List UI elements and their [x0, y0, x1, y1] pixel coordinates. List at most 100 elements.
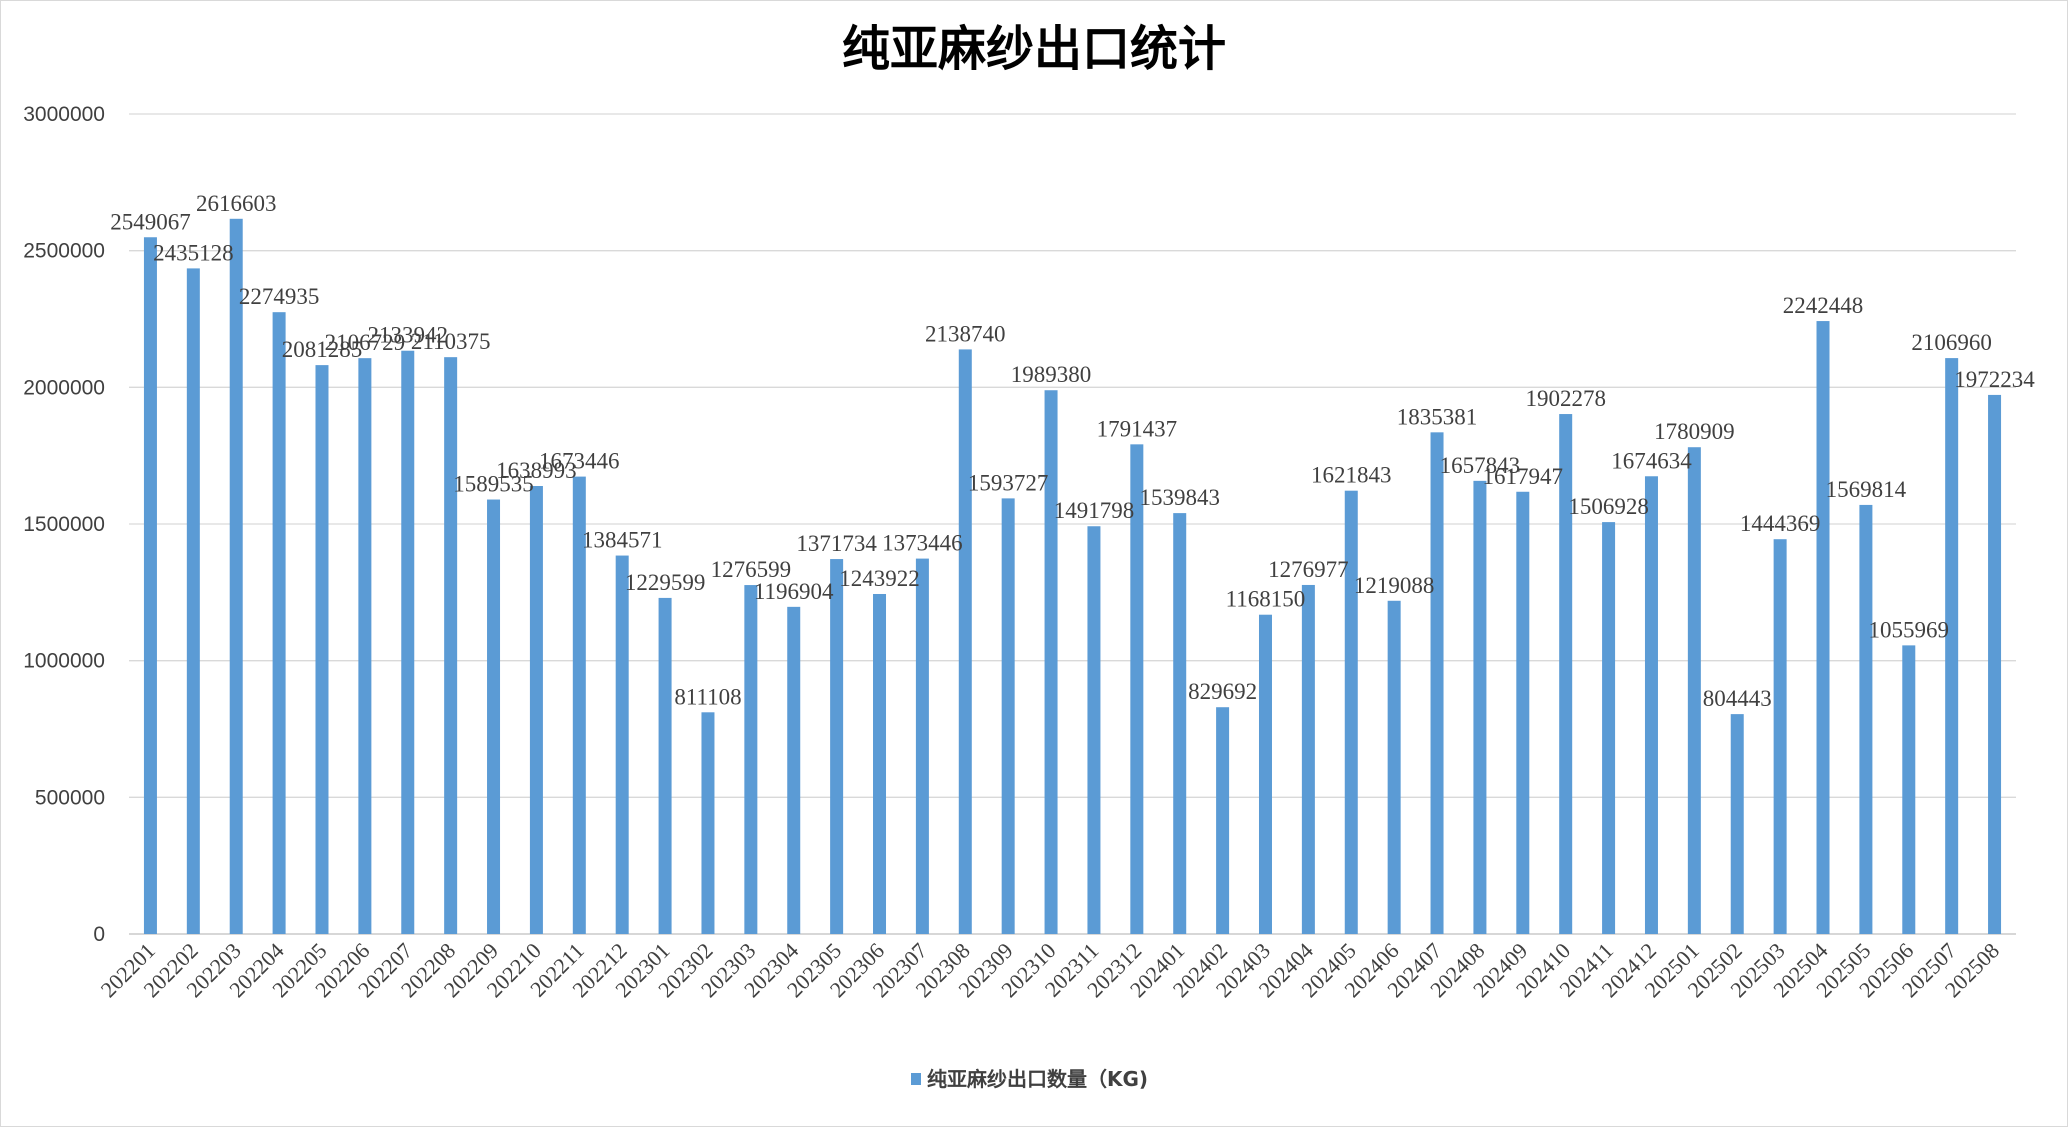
- bar: [529, 486, 543, 934]
- data-label: 2549067: [110, 209, 191, 234]
- data-label: 2242448: [1783, 293, 1864, 318]
- data-label: 829692: [1188, 679, 1257, 704]
- data-label: 2133942: [368, 323, 449, 348]
- bar: [787, 606, 801, 934]
- bar: [1130, 444, 1144, 934]
- bars: [143, 218, 2002, 935]
- data-label: 1673446: [539, 449, 620, 474]
- bar: [1344, 490, 1358, 934]
- bar: [487, 499, 501, 934]
- bar: [1087, 526, 1101, 934]
- bar: [401, 350, 415, 934]
- data-label: 1569814: [1826, 477, 1907, 502]
- chart-title: 纯亚麻纱出口统计: [842, 21, 1226, 77]
- data-label: 2274935: [239, 284, 320, 309]
- bar: [1902, 645, 1916, 934]
- x-axis-ticks: 2022012022022022032022042022052022062022…: [96, 938, 2004, 1002]
- data-label: 1638993: [496, 458, 577, 483]
- y-tick-label: 3000000: [23, 103, 105, 126]
- data-label: 811108: [674, 684, 741, 709]
- legend-label: 纯亚麻纱出口数量（KG): [927, 1067, 1148, 1091]
- bar: [1602, 522, 1616, 934]
- data-label: 1780909: [1654, 419, 1735, 444]
- bar: [1945, 358, 1959, 934]
- data-label: 1276599: [711, 557, 792, 582]
- data-label: 1384571: [582, 528, 663, 553]
- data-label: 1219088: [1354, 573, 1435, 598]
- data-label: 1989380: [1011, 362, 1092, 387]
- legend-swatch: [911, 1073, 921, 1085]
- data-label: 1791437: [1097, 416, 1178, 441]
- bar: [272, 312, 286, 934]
- bar: [444, 357, 458, 934]
- data-label: 1589535: [453, 472, 534, 497]
- data-label: 2616603: [196, 191, 277, 216]
- data-label: 1657843: [1440, 453, 1521, 478]
- bar: [701, 712, 715, 934]
- bar: [358, 358, 372, 934]
- legend: 纯亚麻纱出口数量（KG): [911, 1067, 1148, 1091]
- bar: [186, 268, 200, 935]
- data-label: 1539843: [1139, 485, 1220, 510]
- data-label: 2081285: [282, 337, 363, 362]
- bar: [744, 585, 758, 934]
- bar: [1816, 321, 1830, 934]
- data-label: 1506928: [1568, 494, 1649, 519]
- bar: [658, 597, 672, 934]
- bar: [1044, 390, 1058, 934]
- y-tick-label: 0: [93, 923, 105, 946]
- data-label: 1902278: [1525, 386, 1606, 411]
- data-label: 2138740: [925, 321, 1006, 346]
- gridlines: [129, 113, 2016, 935]
- bar: [229, 218, 243, 935]
- bar: [1473, 480, 1487, 934]
- bar: [1559, 414, 1573, 934]
- bar: [1301, 584, 1315, 934]
- y-tick-label: 500000: [35, 786, 105, 809]
- data-label: 1491798: [1054, 498, 1135, 523]
- data-label: 1593727: [968, 470, 1049, 495]
- bar: [1430, 432, 1444, 934]
- bar: [143, 237, 157, 935]
- bar: [958, 349, 972, 934]
- bar: [615, 555, 629, 934]
- y-tick-label: 2000000: [23, 376, 105, 399]
- data-label: 1444369: [1740, 511, 1821, 536]
- bar: [1516, 491, 1530, 934]
- bar: [1216, 707, 1230, 934]
- bar: [830, 559, 844, 934]
- y-tick-label: 2500000: [23, 240, 105, 263]
- data-label: 1674634: [1611, 448, 1692, 473]
- data-label: 1196904: [754, 579, 834, 604]
- y-axis-ticks: 0 500000 1000000 1500000 2000000 2500000 30000…: [23, 103, 105, 946]
- data-label: 1972234: [1954, 367, 2035, 392]
- data-label: 2435128: [153, 240, 234, 265]
- data-label: 2110375: [411, 329, 491, 354]
- data-label: 1229599: [625, 570, 706, 595]
- data-label: 1371734: [796, 531, 877, 556]
- data-label: 2106729: [325, 330, 406, 355]
- bar: [1387, 600, 1401, 934]
- y-tick-label: 1500000: [23, 513, 105, 536]
- y-tick-label: 1000000: [23, 650, 105, 673]
- data-label: 1243922: [839, 566, 920, 591]
- bar: [1687, 447, 1701, 934]
- data-label: 1373446: [882, 531, 963, 556]
- data-labels: 2549067 2435128 2616603 2274935 208128521067…: [110, 191, 2035, 711]
- bar: [1258, 614, 1272, 934]
- bar: [1730, 714, 1744, 934]
- bar: [1773, 539, 1787, 934]
- data-label: 804443: [1703, 686, 1772, 711]
- bar: [915, 558, 929, 934]
- data-label: 1835381: [1397, 404, 1478, 429]
- bar: [572, 476, 586, 934]
- data-label: 2106960: [1911, 330, 1992, 355]
- bar: [1859, 504, 1873, 934]
- data-label: 1168150: [1226, 587, 1306, 612]
- data-label: 1621843: [1311, 463, 1392, 488]
- data-label: 1055969: [1869, 617, 1950, 642]
- bar: [315, 365, 329, 934]
- bar: [1988, 394, 2002, 934]
